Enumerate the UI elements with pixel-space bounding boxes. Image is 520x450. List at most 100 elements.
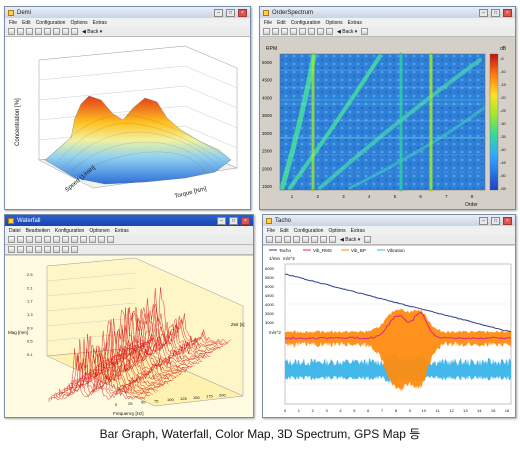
y-tick: 2.1 — [27, 285, 33, 290]
spectrum-line — [95, 309, 192, 375]
minimize-button[interactable]: – — [217, 216, 226, 225]
copy-icon[interactable] — [53, 28, 60, 35]
open-icon[interactable] — [8, 236, 15, 243]
back-button[interactable]: ◀ Back ▾ — [337, 28, 358, 35]
x-tick: 200 — [219, 392, 226, 397]
back-label: Back — [342, 28, 354, 35]
y-tick: 1500 — [262, 184, 273, 189]
menu-options[interactable]: Options — [328, 227, 346, 234]
cut-icon[interactable] — [80, 236, 87, 243]
close-button[interactable]: × — [238, 8, 247, 17]
x-tick: 150 — [193, 395, 200, 400]
open-icon[interactable] — [266, 236, 273, 243]
zoom-icon[interactable] — [26, 236, 33, 243]
surface-mesh — [44, 95, 232, 185]
zoom-icon[interactable] — [281, 28, 288, 35]
menu-konfiguration[interactable]: Konfiguration — [54, 227, 85, 234]
maximize-button[interactable]: □ — [229, 216, 238, 225]
save-icon[interactable] — [17, 28, 24, 35]
cursor-icon[interactable] — [299, 28, 306, 35]
menu-edit[interactable]: Edit — [22, 19, 31, 26]
menu-extras[interactable]: Extras — [350, 227, 365, 234]
settings-icon[interactable] — [71, 236, 78, 243]
copy-icon[interactable] — [308, 28, 315, 35]
y-axis-label: Mag [mm] — [8, 330, 28, 335]
cursor-icon[interactable] — [44, 236, 51, 243]
menu-file[interactable]: File — [9, 19, 18, 26]
menu-options[interactable]: Options — [325, 19, 343, 26]
spectrum-line — [116, 307, 213, 362]
menu-extras[interactable]: Extras — [92, 19, 107, 26]
undo-icon[interactable] — [98, 236, 105, 243]
copy-icon[interactable] — [53, 236, 60, 243]
menu-options[interactable]: Options — [70, 19, 88, 26]
menu-optionen[interactable]: Optionen — [89, 227, 110, 234]
marker-icon[interactable] — [44, 246, 51, 253]
copy-icon[interactable] — [311, 236, 318, 243]
save-icon[interactable] — [272, 28, 279, 35]
menu-bearbeiten[interactable]: Bearbeiten — [25, 227, 50, 234]
order-line-1 — [279, 53, 317, 191]
play-icon[interactable] — [8, 246, 15, 253]
menu-edit[interactable]: Edit — [280, 227, 289, 234]
open-icon[interactable] — [263, 28, 270, 35]
step-forward-icon[interactable] — [35, 246, 42, 253]
zoom-out-icon[interactable] — [35, 236, 42, 243]
close-button[interactable]: × — [241, 216, 250, 225]
menu-file[interactable]: File — [264, 19, 273, 26]
help-icon[interactable] — [361, 28, 369, 35]
app-icon — [8, 9, 14, 16]
maximize-button[interactable]: □ — [491, 216, 500, 225]
export-icon[interactable] — [71, 246, 78, 253]
spectrum-line — [90, 330, 187, 378]
settings-icon[interactable] — [71, 28, 78, 35]
back-button[interactable]: ◀ Back ▾ — [82, 28, 103, 35]
minimize-button[interactable]: – — [214, 8, 223, 17]
grid-icon[interactable] — [53, 246, 60, 253]
window-tacho: Tacho – □ × File Edit Configuration Opti… — [262, 214, 516, 418]
stop-icon[interactable] — [17, 246, 24, 253]
paste-icon[interactable] — [89, 236, 96, 243]
minimize-button[interactable]: – — [479, 216, 488, 225]
zoom-out-icon[interactable] — [293, 236, 300, 243]
open-icon[interactable] — [8, 28, 15, 35]
spectrum-line — [74, 346, 172, 387]
cursor-icon[interactable] — [302, 236, 309, 243]
zoom-icon[interactable] — [284, 236, 291, 243]
minimize-button[interactable]: – — [479, 8, 488, 17]
settings-icon[interactable] — [326, 28, 333, 35]
menu-edit[interactable]: Edit — [277, 19, 286, 26]
cursor-icon[interactable] — [44, 28, 51, 35]
print-icon[interactable] — [62, 28, 69, 35]
step-back-icon[interactable] — [26, 246, 33, 253]
print-icon[interactable] — [317, 28, 324, 35]
menu-configuration[interactable]: Configuration — [290, 19, 321, 26]
print-icon[interactable] — [320, 236, 327, 243]
menu-configuration[interactable]: Configuration — [35, 19, 66, 26]
menu-extras[interactable]: Extras — [347, 19, 362, 26]
redo-icon[interactable] — [107, 236, 114, 243]
maximize-button[interactable]: □ — [491, 8, 500, 17]
save-icon[interactable] — [17, 236, 24, 243]
menu-configuration[interactable]: Configuration — [293, 227, 324, 234]
zoom-out-icon[interactable] — [290, 28, 297, 35]
back-button[interactable]: ◀ Back ▾ — [340, 236, 361, 243]
menu-file[interactable]: File — [267, 227, 276, 234]
menu-datei[interactable]: Datei — [9, 227, 21, 234]
x-tick: 2 — [316, 194, 319, 199]
zoom-icon[interactable] — [26, 28, 33, 35]
print-icon[interactable] — [62, 236, 69, 243]
close-button[interactable]: × — [503, 216, 512, 225]
zoom-out-icon[interactable] — [35, 28, 42, 35]
color-icon[interactable] — [62, 246, 69, 253]
help-icon[interactable] — [364, 236, 372, 243]
save-icon[interactable] — [275, 236, 282, 243]
close-button[interactable]: × — [503, 8, 512, 17]
y-tick: 5500 — [265, 275, 275, 280]
maximize-button[interactable]: □ — [226, 8, 235, 17]
settings-icon[interactable] — [329, 236, 336, 243]
spectrum-line — [77, 330, 174, 385]
colorbar-tick: -10 — [500, 69, 507, 74]
menu-extras[interactable]: Extras — [114, 227, 129, 234]
colorbar-unit-label: dB — [500, 46, 507, 52]
